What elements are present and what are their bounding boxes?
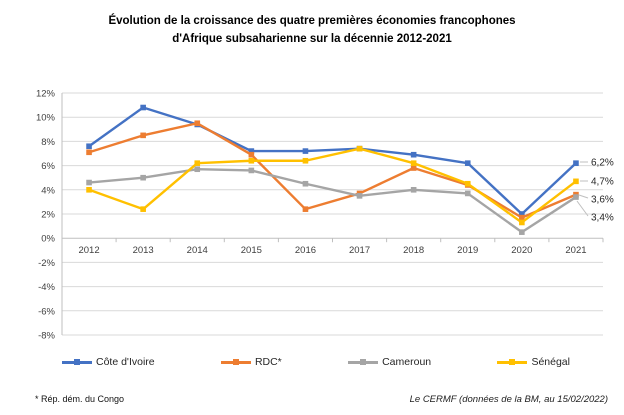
svg-text:10%: 10% [36,113,56,124]
line-marker-swatch-senegal [497,357,528,367]
x-axis-labels: 2012 2013 2014 2015 2016 2017 2018 2019 2020 2021 [78,245,586,256]
svg-text:2015: 2015 [241,245,262,256]
svg-text:2019: 2019 [457,245,478,256]
x-axis-ticks [61,238,604,243]
series-cote-d-ivoire [86,104,579,217]
svg-text:-2%: -2% [38,258,55,269]
legend-item-senegal: Sénégal [497,356,570,368]
legend-label-cote-divoire: Côte d'Ivoire [96,356,155,368]
svg-text:6,2%: 6,2% [591,158,614,169]
legend-item-rdc: RDC* [220,356,282,368]
chart-title-line1: Évolution de la croissance des quatre pr… [108,15,516,27]
footnote-rdc-definition: * Rép. dém. du Congo [35,394,125,404]
end-label-senegal: 4,7% [580,177,614,188]
chart-title-line2: d'Afrique subsaharienne sur la décennie … [172,33,452,46]
source-credit: Le CERMF (données de la BM, au 15/02/202… [409,394,608,405]
chart-title: Évolution de la croissance des quatre pr… [0,12,624,49]
legend-item-cameroun: Cameroun [348,356,431,368]
y-tick-labels: 12% 10% 8% 6% 4% 2% 0% -2% -4% -6% -8% [36,89,56,342]
legend-label-senegal: Sénégal [531,356,570,368]
svg-text:2013: 2013 [133,245,154,256]
line-marker-swatch-cote-divoire [62,357,92,367]
svg-text:12%: 12% [36,89,56,100]
series-senegal [86,145,579,226]
y-gridlines [62,92,603,336]
svg-text:0%: 0% [41,234,55,245]
svg-text:2020: 2020 [511,245,532,256]
end-label-cameroun: 3,4% [576,200,614,224]
legend-label-cameroun: Cameroun [382,356,432,368]
svg-text:3,4%: 3,4% [591,213,614,224]
legend-label-rdc: RDC* [254,356,282,368]
svg-text:6%: 6% [41,161,55,172]
legend-item-cote-divoire: Côte d'Ivoire [62,356,155,368]
svg-text:2%: 2% [41,210,55,221]
svg-text:2018: 2018 [403,245,424,256]
series-rdc [86,120,579,221]
svg-text:-6%: -6% [38,306,55,317]
line-marker-swatch-rdc [220,357,251,367]
svg-text:-8%: -8% [38,331,55,342]
series-cameroun [86,166,579,235]
svg-text:2021: 2021 [565,245,586,256]
end-label-rdc: 3,6% [578,195,614,206]
svg-text:4%: 4% [41,185,55,196]
line-marker-swatch-cameroun [348,357,379,367]
svg-text:2014: 2014 [187,245,208,256]
svg-text:4,7%: 4,7% [591,177,614,188]
svg-text:8%: 8% [41,137,55,148]
chart-footnotes: * Rép. dém. du Congo Le CERMF (données d… [35,394,608,405]
svg-text:2012: 2012 [78,245,99,256]
svg-text:-4%: -4% [38,282,55,293]
svg-text:3,6%: 3,6% [591,195,614,206]
svg-text:2016: 2016 [295,245,316,256]
svg-text:2017: 2017 [349,245,370,256]
chart-legend: Côte d'Ivoire RDC* Cameroun Sénégal [62,356,570,368]
end-label-cote-d-ivoire: 6,2% [580,158,614,169]
